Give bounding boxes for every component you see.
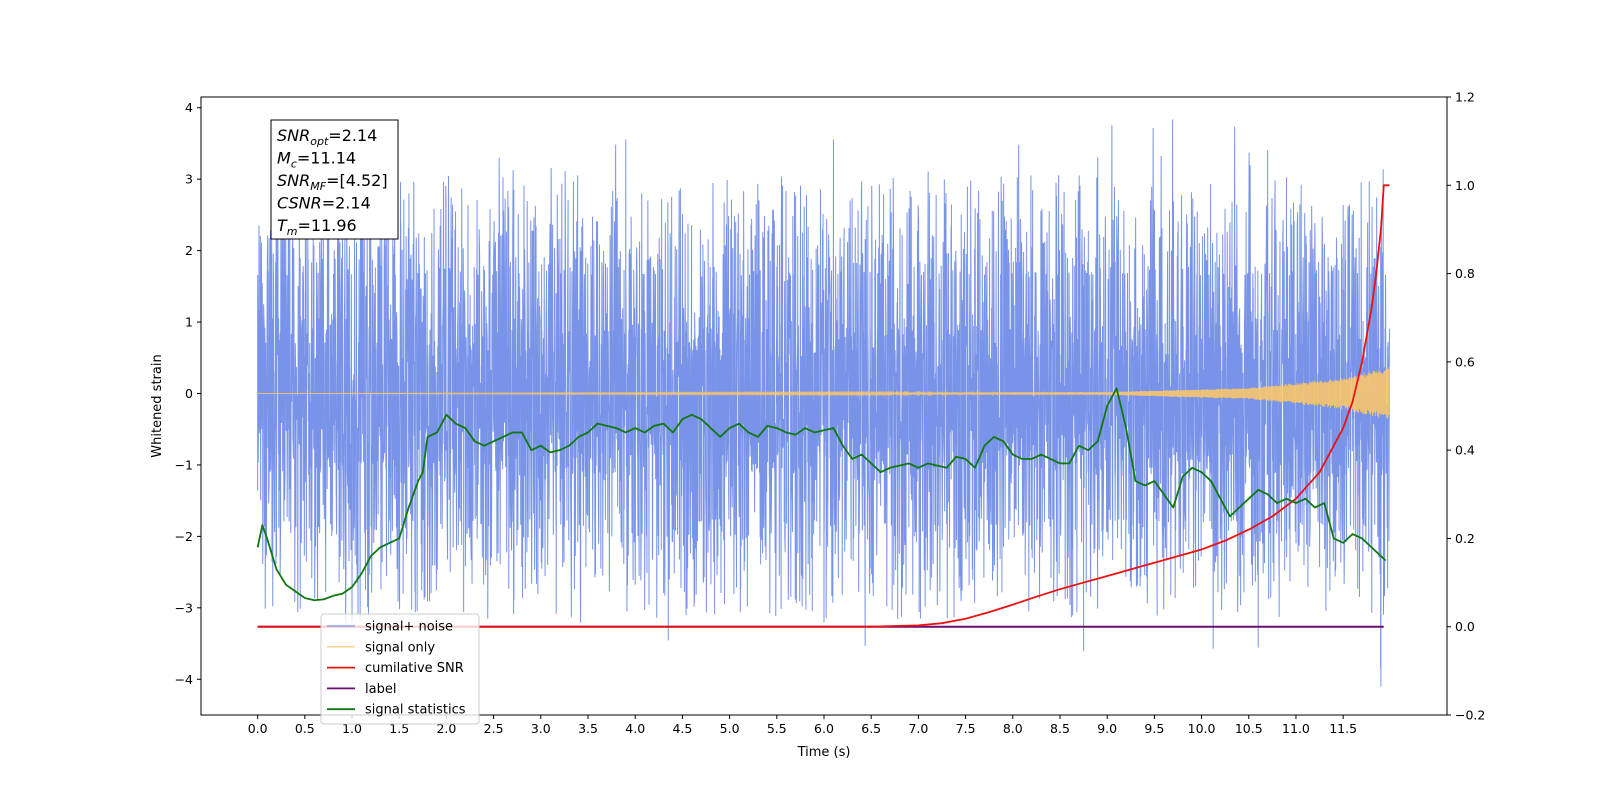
x-axis-label: Time (s): [797, 745, 851, 760]
legend-entry: signal only: [365, 640, 435, 655]
x-tick-label: 8.5: [1050, 721, 1070, 736]
x-tick-label: 10.5: [1235, 721, 1263, 736]
y2-tick-label: 0.0: [1455, 619, 1475, 634]
annotation-line: SNRMF=[4.52]: [277, 171, 388, 193]
x-tick-label: 1.0: [342, 721, 362, 736]
x-tick-label: 3.5: [578, 721, 598, 736]
legend-entry: signal+ noise: [365, 620, 453, 635]
legend-entry: signal statistics: [365, 703, 466, 718]
y-tick-label: −4: [175, 672, 193, 687]
x-tick-label: 8.0: [1003, 721, 1023, 736]
y-tick-label: 4: [185, 100, 193, 115]
legend: signal+ noise signal only cumilative SNR la…: [320, 613, 480, 725]
y-tick-label: −3: [175, 600, 193, 615]
x-tick-label: 4.0: [625, 721, 645, 736]
x-tick-label: 0.0: [248, 721, 268, 736]
annotation-box: SNRopt=2.14Mc=11.14SNRMF=[4.52]CSNR=2.14…: [270, 119, 399, 240]
x-tick-label: 7.5: [956, 721, 976, 736]
y2-tick-label: 1.0: [1455, 178, 1475, 193]
axes: 0.0 0.5 1.0 1.5 2.0 2.5 3.0 3.5 4.0 4.5 5.0 5.5 6.0 6…: [175, 90, 1486, 737]
legend-entry: cumilative SNR: [365, 661, 464, 676]
y-axis-label: Whitened strain: [150, 354, 165, 457]
x-tick-label: 11.0: [1282, 721, 1310, 736]
series-signal-noise: [257, 119, 1390, 687]
y-tick-label: 2: [185, 243, 193, 258]
y-tick-label: 1: [185, 315, 193, 330]
y2-tick-label: 0.4: [1455, 443, 1475, 458]
x-tick-label: 6.0: [814, 721, 834, 736]
x-tick-label: 7.0: [908, 721, 928, 736]
y2-tick-label: 0.6: [1455, 354, 1475, 369]
x-tick-label: 6.5: [861, 721, 881, 736]
series-signal-statistics: [256, 387, 1387, 602]
y2-tick-label: 0.2: [1455, 531, 1475, 546]
y-tick-label: 0: [185, 386, 193, 401]
x-tick-label: 10.0: [1188, 721, 1216, 736]
x-tick-label: 5.0: [720, 721, 740, 736]
x-tick-label: 9.5: [1144, 721, 1164, 736]
legend-entry: label: [365, 682, 396, 697]
series-cumulative-snr: [257, 184, 1390, 628]
x-tick-label: 3.0: [531, 721, 551, 736]
y2-tick-label: 0.8: [1455, 266, 1475, 281]
y-tick-label: −2: [175, 529, 193, 544]
annotation-line: SNRopt=2.14: [277, 126, 377, 148]
x-tick-label: 11.5: [1329, 721, 1357, 736]
x-tick-label: 9.0: [1097, 721, 1117, 736]
x-tick-label: 0.5: [295, 721, 315, 736]
x-tick-label: 2.0: [436, 721, 456, 736]
y2-tick-label: −0.2: [1455, 708, 1485, 723]
annotation-line: Tm=11.96: [277, 216, 357, 238]
y2-tick-label: 1.2: [1455, 90, 1475, 105]
x-tick-label: 1.5: [389, 721, 409, 736]
y-tick-label: −1: [175, 457, 193, 472]
x-tick-label: 4.5: [672, 721, 692, 736]
y-tick-label: 3: [185, 172, 193, 187]
plot-area: [256, 119, 1390, 687]
x-tick-label: 2.5: [484, 721, 504, 736]
annotation-frame: [270, 119, 399, 240]
annotation-line: CSNR=2.14: [277, 194, 371, 213]
legend-frame: [320, 613, 480, 725]
annotation-line: Mc=11.14: [277, 149, 356, 171]
x-tick-label: 5.5: [767, 721, 787, 736]
series-signal-only: [257, 366, 1390, 419]
